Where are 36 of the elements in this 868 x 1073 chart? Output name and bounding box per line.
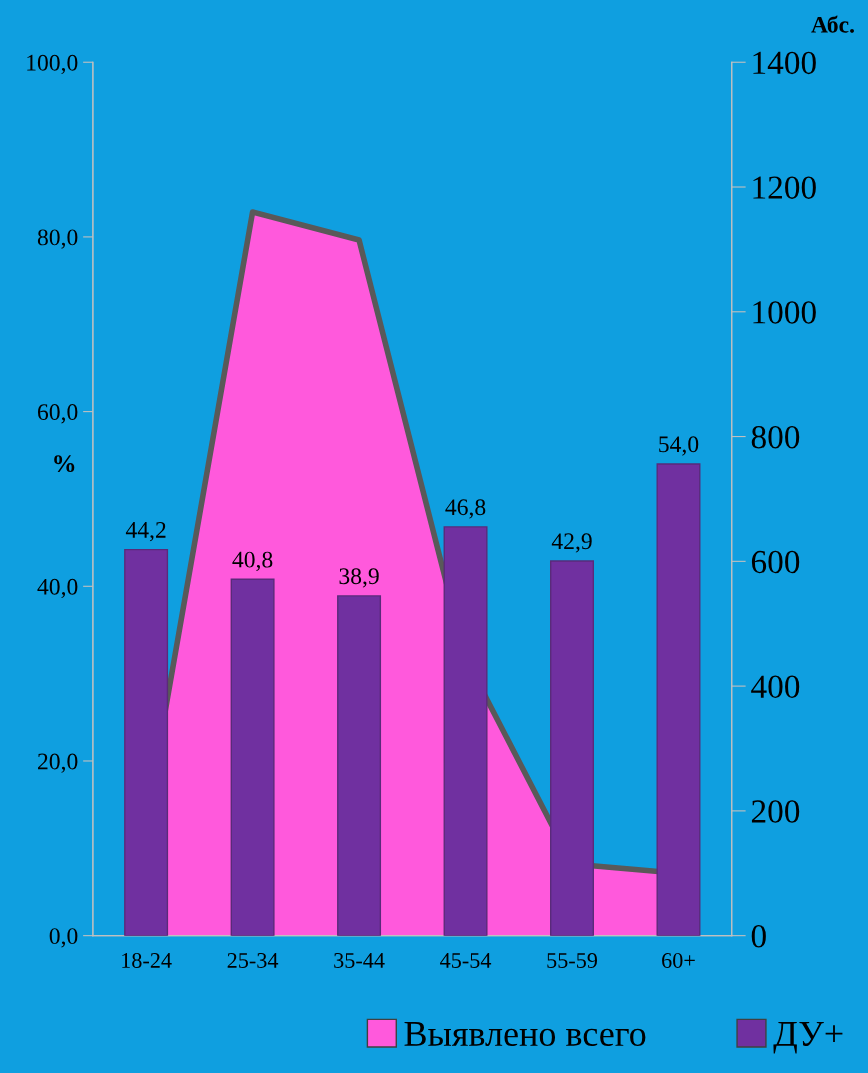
x-tick-label: 60+ [662,952,695,968]
data-label: 46,8 [445,499,486,519]
x-tick-label: 45-54 [440,953,492,968]
bar [656,463,701,936]
y2-tick-label: 800 [751,425,800,449]
y2-tick-label: 600 [751,550,800,574]
y2-axis-title: Абс. [811,15,854,33]
y-tick-label: 40,0 [37,578,78,599]
bar [337,595,382,936]
data-label: 42,9 [551,533,592,553]
x-tick-label: 35-44 [334,953,385,968]
legend-label: Выявлено всего [404,1022,646,1047]
bar [550,560,595,936]
y2-tick-label: 200 [751,800,800,823]
y2-tick-label: 400 [751,675,800,698]
data-label: 38,9 [339,568,379,588]
x-tick-label: 25-34 [227,953,279,968]
data-label: 54,0 [659,436,699,456]
y-axis-title: % [54,455,75,473]
y-tick-label: 100,0 [27,54,78,75]
legend-label: ДУ+ [773,1022,843,1054]
y2-tick-label: 1000 [753,301,816,324]
bar [124,548,169,936]
bar [443,526,488,936]
y2-tick-label: 1400 [753,51,816,75]
data-label: 44,2 [125,522,166,542]
y-tick-label: 60,0 [37,404,78,424]
y-tick-label: 20,0 [38,753,78,773]
x-tick-label: 55-59 [547,953,598,968]
data-label: 40,8 [232,551,273,571]
bar [230,578,275,936]
y2-tick-label: 0 [751,925,766,948]
y2-tick-label: 1200 [753,176,816,199]
y-tick-label: 80,0 [37,229,78,249]
x-tick-label: 18-24 [122,952,172,968]
y-tick-label: 0,0 [49,928,78,948]
